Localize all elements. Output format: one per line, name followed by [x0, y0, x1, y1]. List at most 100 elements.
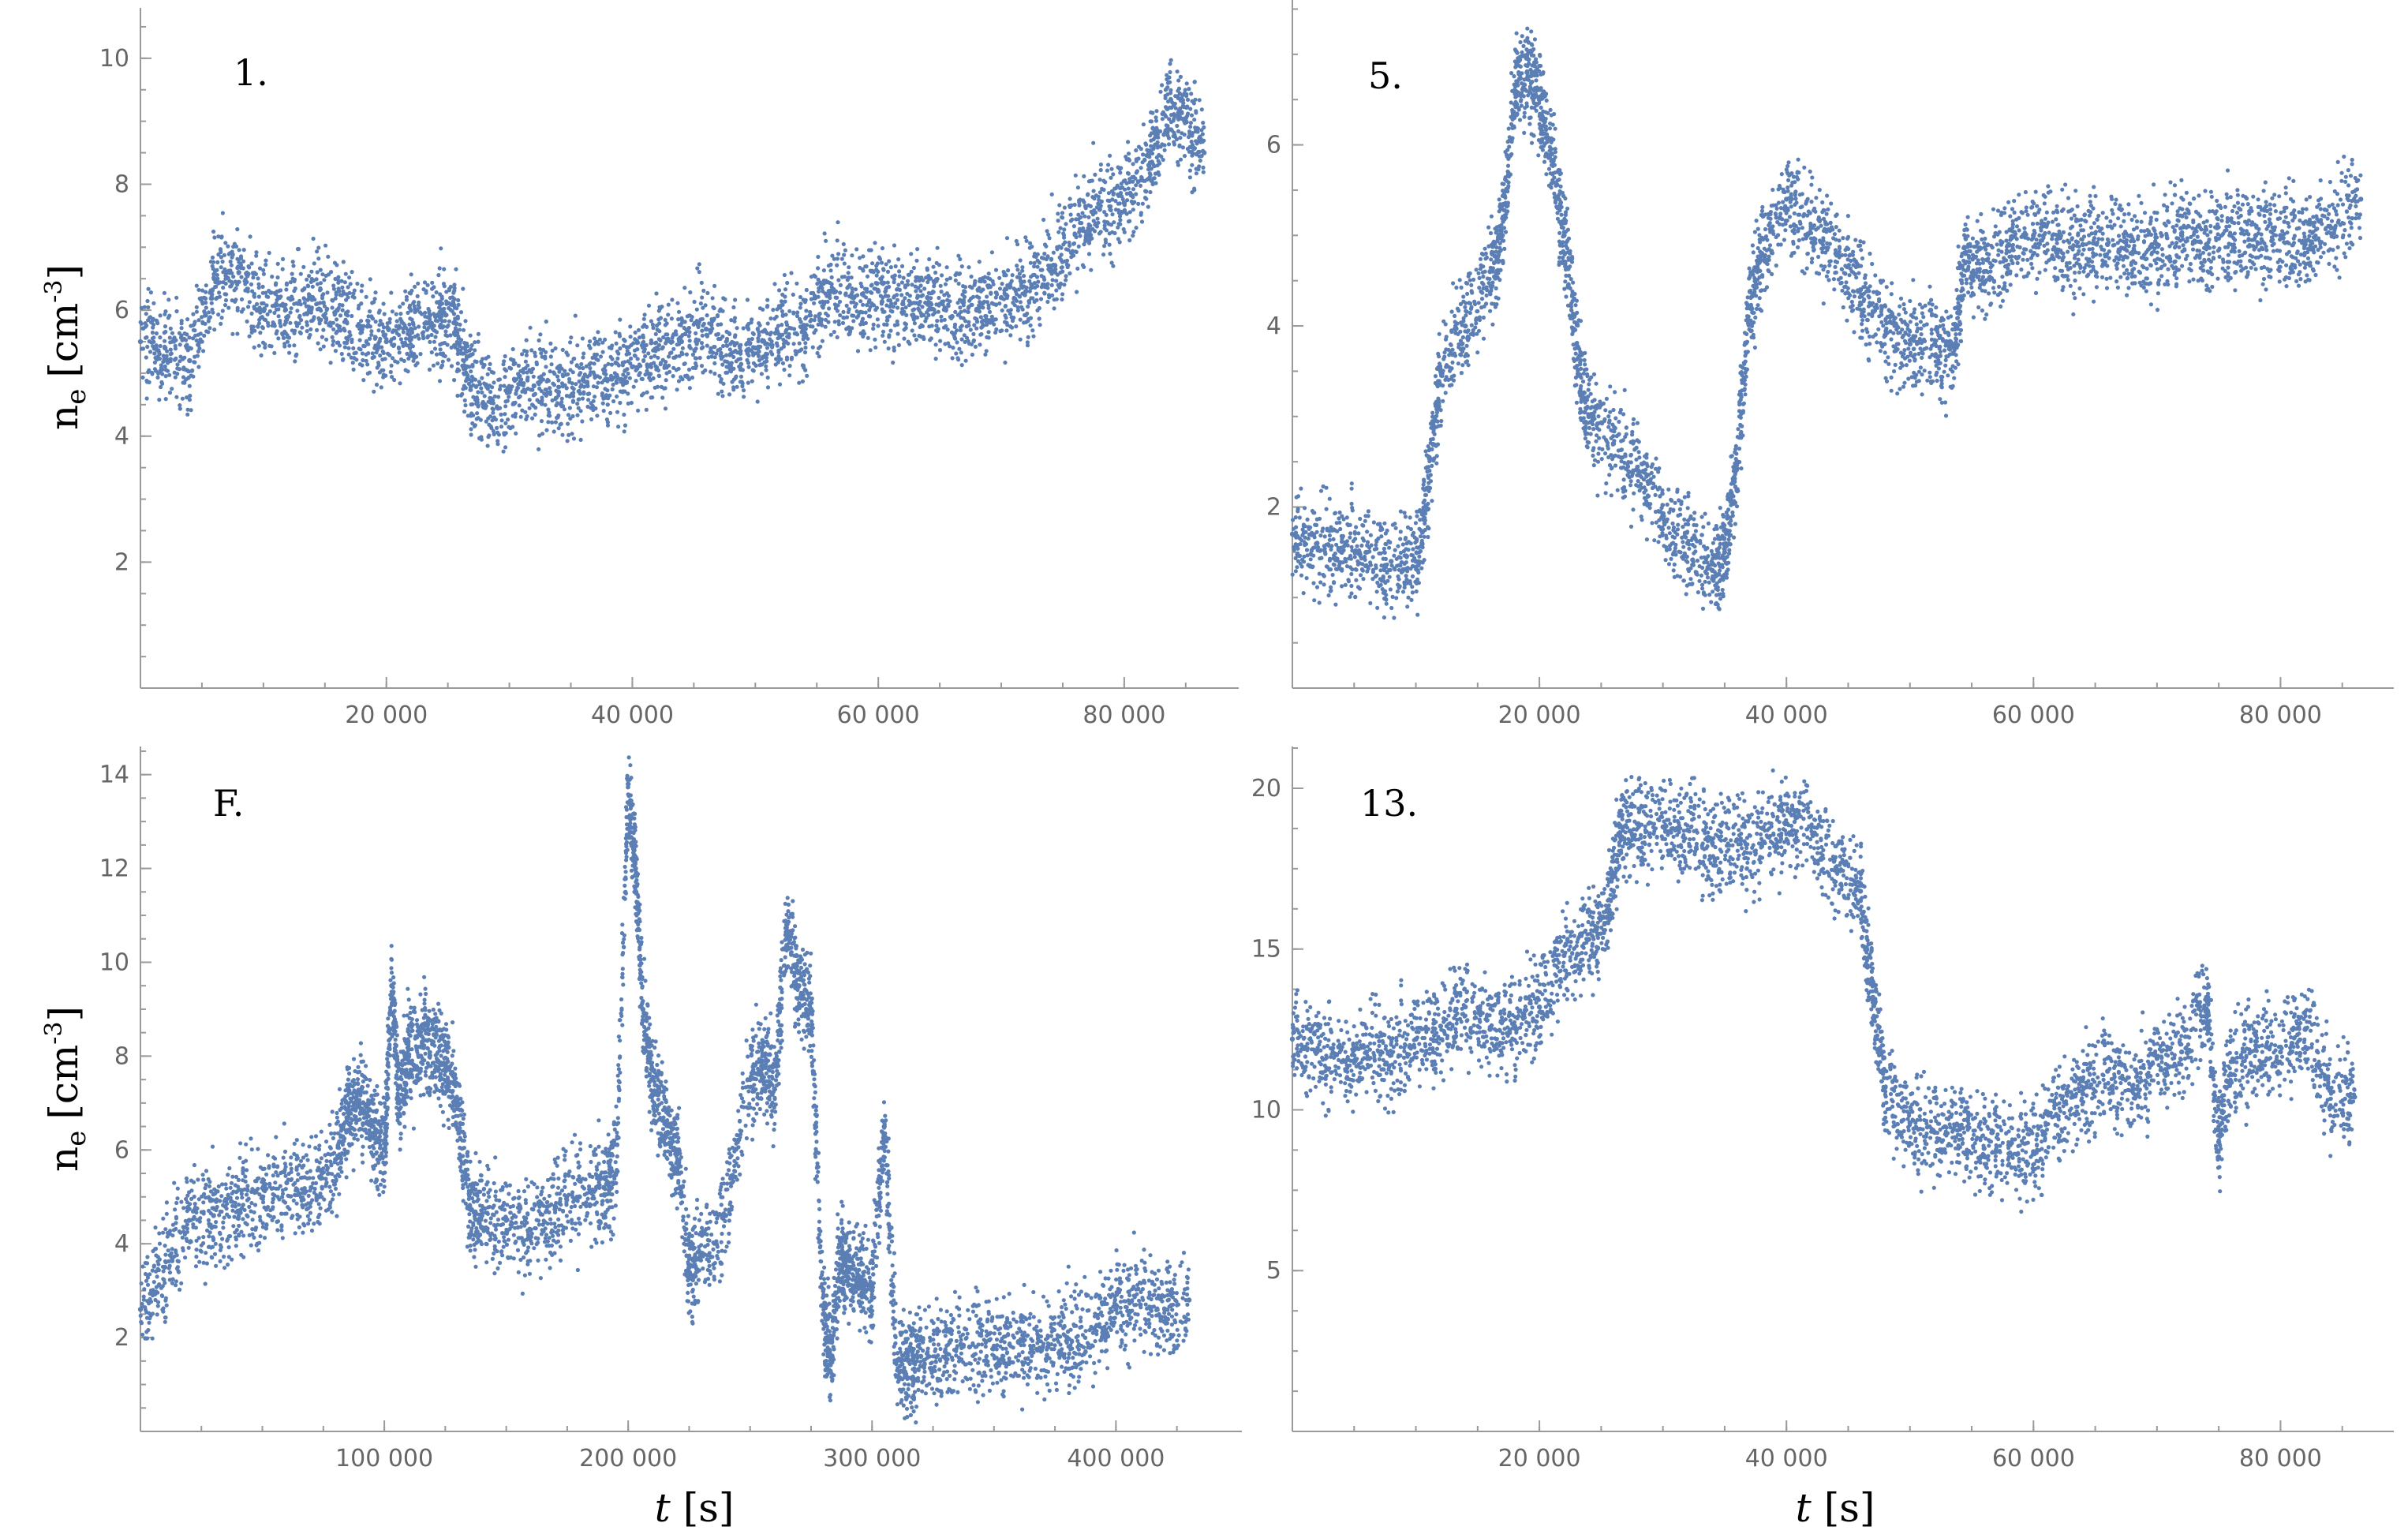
data-point-dense: [1374, 546, 1379, 552]
data-point-dense: [871, 326, 876, 331]
data-point-dense: [847, 265, 851, 270]
data-point-dense: [1028, 323, 1033, 327]
data-point-dense: [566, 421, 570, 426]
data-point-dense: [1314, 529, 1319, 534]
data-point-dense: [997, 275, 1002, 280]
data-point-dense: [1074, 217, 1079, 222]
data-point-dense: [1139, 219, 1145, 224]
data-point-dense: [1055, 247, 1060, 252]
data-point-dense: [1077, 203, 1082, 208]
data-point-dense: [357, 346, 361, 351]
data-point-dense: [942, 293, 947, 297]
data-point-dense: [1201, 165, 1206, 170]
data-point-dense: [649, 319, 654, 324]
data-point-dense: [1142, 178, 1147, 183]
data-point-dense: [520, 408, 525, 413]
data-point-dense: [675, 301, 680, 305]
data-point-dense: [611, 375, 617, 380]
data-point-dense: [1432, 424, 1437, 428]
data-point-dense: [1058, 270, 1063, 275]
data-point-dense: [1375, 522, 1381, 526]
data-point-dense: [331, 327, 336, 331]
data-point-dense: [1415, 568, 1420, 573]
data-point-dense: [462, 359, 466, 364]
data-point-dense: [808, 319, 813, 324]
data-point-dense: [610, 387, 615, 391]
data-point-dense: [1387, 545, 1392, 550]
data-point-dense: [272, 350, 277, 355]
data-point-dense: [1000, 308, 1004, 312]
data-point-dense: [881, 329, 886, 334]
data-point-dense: [420, 312, 424, 316]
data-point-dense: [798, 301, 803, 306]
data-point-dense: [712, 316, 716, 321]
data-point-dense: [499, 412, 503, 417]
data-point-dense: [235, 265, 240, 271]
data-point-dense: [1354, 525, 1359, 529]
data-point-dense: [1368, 601, 1373, 606]
data-point-dense: [342, 326, 346, 331]
data-point-dense: [1437, 354, 1441, 359]
data-point-dense: [1439, 373, 1444, 378]
data-point-dense: [1134, 192, 1139, 196]
data-point-dense: [1349, 544, 1354, 549]
data-point-dense: [506, 417, 510, 422]
data-point-dense: [1381, 556, 1385, 561]
data-point-dense: [929, 296, 933, 301]
data-point-dense: [144, 355, 148, 360]
data-point-dense: [557, 366, 562, 372]
data-point-dense: [1434, 399, 1438, 404]
data-point-dense: [1465, 329, 1470, 335]
data-point-dense: [364, 358, 368, 363]
data-point-dense: [1383, 565, 1389, 570]
data-point-dense: [1032, 264, 1037, 269]
data-point-dense: [162, 290, 166, 295]
data-point-dense: [843, 248, 847, 253]
data-point-dense: [172, 357, 177, 362]
data-point-dense: [1465, 281, 1470, 286]
data-point-dense: [402, 340, 407, 345]
data-point-dense: [217, 290, 222, 295]
data-point-dense: [418, 352, 423, 357]
data-point-dense: [278, 318, 282, 324]
data-point-dense: [155, 321, 160, 326]
data-point-dense: [1025, 343, 1030, 348]
data-point-dense: [168, 326, 173, 331]
data-point-dense: [198, 331, 203, 336]
data-point-dense: [820, 282, 824, 286]
data-point-dense: [593, 352, 597, 357]
data-point-dense: [671, 374, 675, 379]
data-point-dense: [275, 275, 280, 280]
data-point-dense: [1324, 542, 1329, 547]
data-point-dense: [335, 317, 339, 322]
data-point-dense: [469, 432, 473, 437]
data-point-dense: [618, 346, 623, 351]
data-point-dense: [541, 372, 546, 376]
data-point-dense: [249, 282, 254, 286]
data-point-dense: [560, 432, 565, 437]
data-point-dense: [197, 296, 202, 301]
data-point-dense: [325, 290, 330, 295]
data-point-dense: [735, 326, 739, 331]
data-point-dense: [581, 390, 586, 395]
data-point-dense: [300, 288, 305, 293]
data-point-dense: [715, 313, 720, 318]
data-point-dense: [967, 341, 972, 346]
data-point-dense: [645, 362, 649, 367]
data-point-dense: [455, 361, 460, 366]
data-point-dense: [1408, 567, 1413, 571]
data-point-dense: [1306, 525, 1311, 529]
data-point-dense: [1481, 274, 1486, 279]
data-point-dense: [1337, 510, 1342, 515]
data-point-dense: [690, 315, 694, 320]
data-point-dense: [601, 409, 606, 413]
data-point-dense: [1345, 522, 1350, 527]
data-point-dense: [856, 313, 861, 318]
data-point-dense: [145, 298, 150, 304]
data-point-dense: [588, 339, 593, 344]
data-point-dense: [1317, 571, 1322, 576]
data-point-dense: [724, 339, 729, 343]
data-point-dense: [1056, 211, 1060, 216]
data-point-dense: [992, 322, 996, 327]
data-point-dense: [1136, 156, 1141, 161]
